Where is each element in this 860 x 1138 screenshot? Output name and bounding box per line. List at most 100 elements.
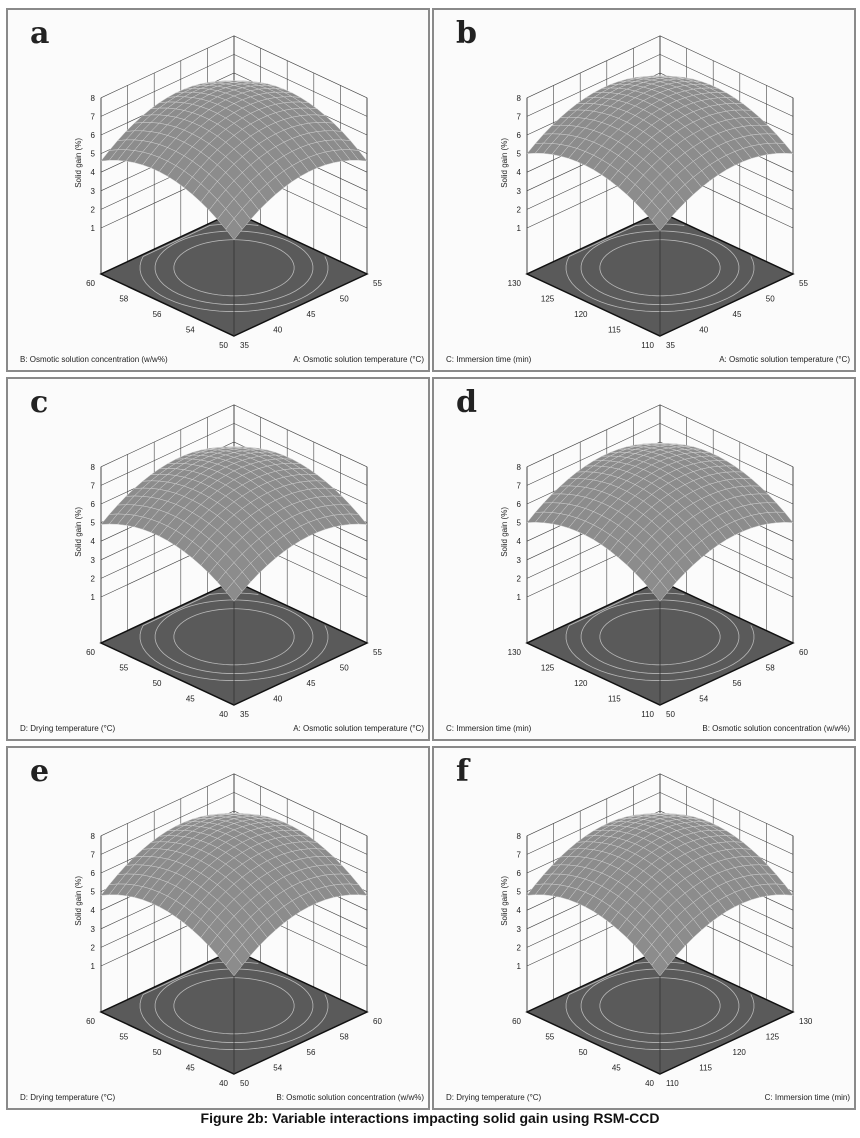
right-axis-tick-label: 40 <box>273 695 282 704</box>
surface-patch <box>225 954 243 977</box>
right-axis-tick-label: 45 <box>307 310 316 319</box>
right-axis-tick-label: 50 <box>240 1079 249 1088</box>
z-tick-label: 5 <box>517 519 522 528</box>
wall-gridline <box>526 35 794 99</box>
z-tick-label: 1 <box>91 962 96 971</box>
right-axis-label: A: Osmotic solution temperature (°C) <box>293 724 424 733</box>
right-axis-tick-label: 55 <box>799 279 808 288</box>
z-tick-label: 4 <box>91 168 96 177</box>
right-axis-tick-label: 45 <box>733 310 742 319</box>
right-axis-tick-label: 56 <box>733 679 742 688</box>
left-axis-tick-label: 56 <box>153 310 162 319</box>
z-tick-label: 2 <box>91 943 96 952</box>
right-axis-tick-label: 55 <box>373 279 382 288</box>
right-axis-tick-label: 40 <box>699 326 708 335</box>
contour-line <box>599 977 721 1035</box>
contour-line <box>173 977 295 1035</box>
surface-plot-b: b 1 2 3 4 5 6 7 8 Solid gain (%) 110 115 120 125 130 35… <box>432 8 856 372</box>
contour-line <box>154 599 314 674</box>
z-axis-label: Solid gain (%) <box>74 507 83 557</box>
right-axis-tick-label: 35 <box>666 341 675 350</box>
left-axis-label: B: Osmotic solution concentration (w/w%) <box>20 355 168 364</box>
z-tick-label: 4 <box>517 906 522 915</box>
contour-line <box>139 961 329 1050</box>
z-tick-label: 3 <box>91 556 96 565</box>
right-axis-tick-label: 35 <box>240 341 249 350</box>
contour-line <box>565 223 755 312</box>
left-axis-tick-label: 50 <box>153 1048 162 1057</box>
response-surface <box>100 446 368 602</box>
panel-label: a <box>30 16 50 51</box>
left-axis-tick-label: 110 <box>641 341 654 350</box>
left-axis-tick-label: 40 <box>219 1079 228 1088</box>
z-tick-label: 8 <box>91 463 96 472</box>
surface-plot-e: e 1 2 3 4 5 6 7 8 Solid gain (%) 40 45 50 55 60 50 54 56 5… <box>6 746 430 1110</box>
left-axis-label: D: Drying temperature (°C) <box>446 1093 542 1102</box>
left-axis-tick-label: 115 <box>608 695 621 704</box>
left-axis-label: C: Immersion time (min) <box>446 724 532 733</box>
z-tick-label: 5 <box>91 519 96 528</box>
z-axis-label: Solid gain (%) <box>500 507 509 557</box>
surface-patch <box>225 218 243 241</box>
wall-gridline <box>100 404 368 468</box>
right-axis-tick-label: 56 <box>307 1048 316 1057</box>
left-axis-tick-label: 58 <box>119 295 128 304</box>
surface-patch <box>225 580 243 602</box>
wall-gridline <box>100 54 368 117</box>
left-axis-tick-label: 60 <box>86 1017 95 1026</box>
left-axis-tick-label: 60 <box>86 648 95 657</box>
right-axis-tick-label: 55 <box>373 648 382 657</box>
left-axis-tick-label: 60 <box>86 279 95 288</box>
right-axis-tick-label: 50 <box>340 664 349 673</box>
wall-gridline <box>100 423 368 486</box>
z-tick-label: 6 <box>91 869 96 878</box>
z-tick-label: 7 <box>517 850 522 859</box>
z-tick-label: 8 <box>91 94 96 103</box>
wall-gridline <box>100 792 368 855</box>
left-axis-tick-label: 55 <box>119 1033 128 1042</box>
surface-plot-d: d 1 2 3 4 5 6 7 8 Solid gain (%) 110 115 120 125 130 50… <box>432 377 856 741</box>
panel-label: b <box>456 16 477 51</box>
surface-plot-a: a 1 2 3 4 5 6 7 8 Solid gain (%) 50 54 56 58 60 35 40 45 5… <box>6 8 430 372</box>
contour-line <box>139 592 329 681</box>
z-tick-label: 2 <box>91 205 96 214</box>
right-axis-label: B: Osmotic solution concentration (w/w%) <box>702 724 850 733</box>
right-axis-tick-label: 50 <box>666 710 675 719</box>
left-axis-tick-label: 55 <box>119 664 128 673</box>
left-axis-label: D: Drying temperature (°C) <box>20 1093 116 1102</box>
left-axis-tick-label: 50 <box>219 341 228 350</box>
right-axis-tick-label: 60 <box>799 648 808 657</box>
z-tick-label: 2 <box>517 205 522 214</box>
z-tick-label: 6 <box>517 500 522 509</box>
left-axis-label: C: Immersion time (min) <box>446 355 532 364</box>
left-axis-tick-label: 120 <box>574 679 588 688</box>
z-tick-label: 8 <box>517 832 522 841</box>
z-tick-label: 5 <box>517 150 522 159</box>
z-tick-label: 8 <box>517 94 522 103</box>
left-axis-tick-label: 125 <box>541 664 555 673</box>
z-tick-label: 1 <box>91 593 96 602</box>
wall-gridline <box>100 773 368 837</box>
wall-gridline <box>526 423 794 486</box>
right-axis-tick-label: 45 <box>307 679 316 688</box>
response-surface <box>100 813 368 977</box>
response-surface <box>100 80 368 241</box>
z-tick-label: 2 <box>91 574 96 583</box>
right-axis-tick-label: 58 <box>766 664 775 673</box>
left-axis-label: D: Drying temperature (°C) <box>20 724 116 733</box>
z-tick-label: 2 <box>517 574 522 583</box>
right-axis-tick-label: 40 <box>273 326 282 335</box>
right-axis-label: A: Osmotic solution temperature (°C) <box>719 355 850 364</box>
right-axis-tick-label: 130 <box>799 1017 813 1026</box>
z-tick-label: 6 <box>517 131 522 140</box>
z-tick-label: 6 <box>91 500 96 509</box>
contour-line <box>173 608 295 666</box>
left-axis-tick-label: 40 <box>645 1079 654 1088</box>
z-tick-label: 4 <box>517 537 522 546</box>
contour-line <box>154 968 314 1043</box>
left-axis-tick-label: 130 <box>508 648 522 657</box>
panel-label: f <box>456 754 469 789</box>
